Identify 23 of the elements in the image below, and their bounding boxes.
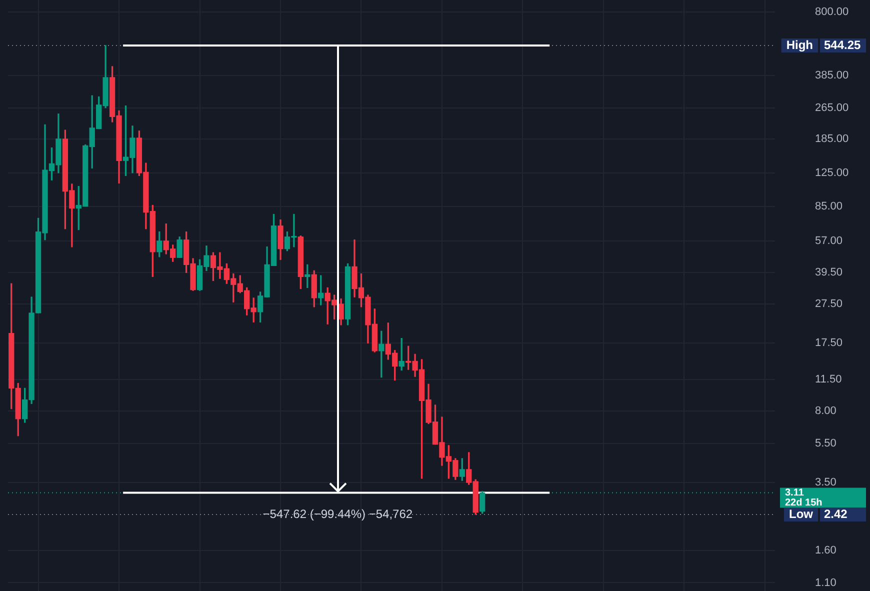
text: 2.42 [824,506,848,521]
y-tick-label: 39.50 [815,266,843,279]
y-tick-label: 1.10 [815,576,836,589]
y-tick-label: 385.00 [815,69,849,82]
y-tick-label: 57.00 [815,234,843,247]
y-tick-label: 3.50 [815,476,836,489]
y-tick-label: 8.00 [815,404,836,417]
ref-line-label: Low [789,506,814,521]
y-tick-label: 85.00 [815,200,843,212]
text: 544.25 [824,38,862,52]
ref-line-label: 22d 15h [785,497,822,508]
text: 3.11 [785,487,804,498]
y-tick-label: 17.50 [815,337,843,350]
y-tick-label: 27.50 [815,298,843,310]
y-tick-label: 265.00 [815,102,849,114]
annotation: −547.62 (−99.44%) −54,762 [262,507,413,522]
y-tick-label: 11.50 [815,374,842,386]
y-tick-label: 125.00 [815,166,849,179]
y-tick-label: 800.00 [815,6,849,18]
y-tick-label: 185.00 [815,132,849,145]
y-tick-label: 5.50 [815,437,836,450]
ref-line-label: High [786,38,814,52]
y-tick-label: 1.60 [815,544,836,556]
